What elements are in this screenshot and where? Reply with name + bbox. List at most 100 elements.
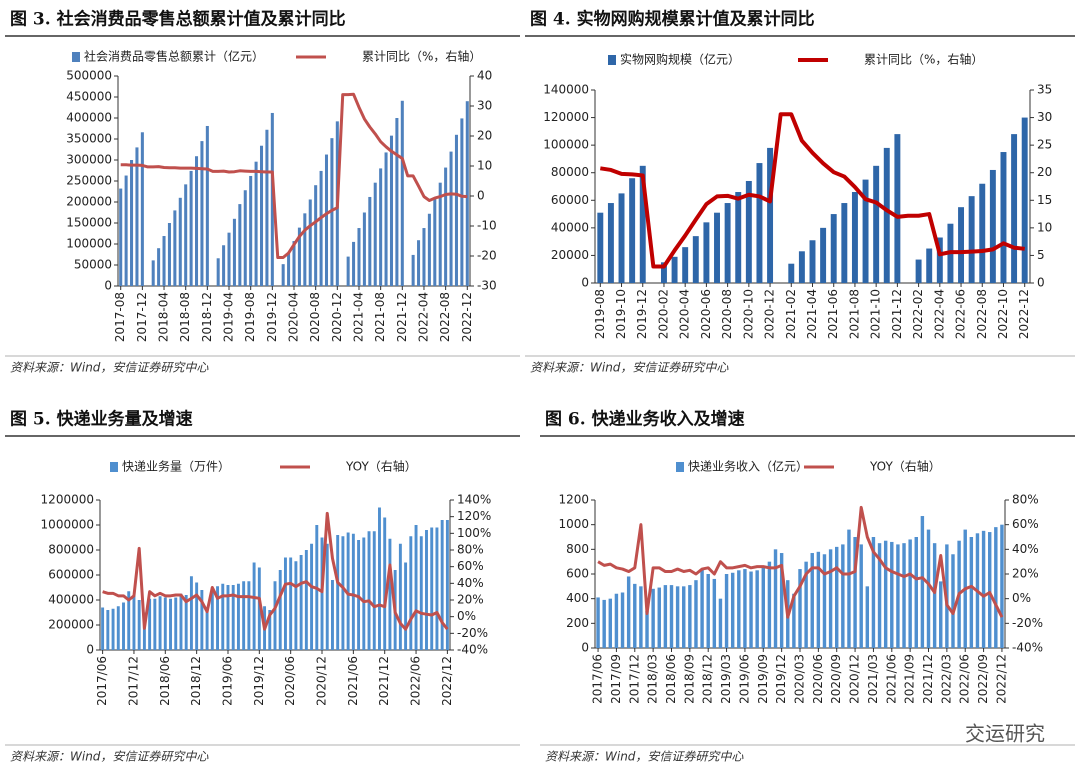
bar	[951, 554, 955, 648]
bar	[303, 213, 307, 286]
bar	[137, 600, 141, 650]
y2-tick-label: -20	[477, 249, 497, 263]
x-tick-label: 2021/03	[866, 654, 880, 704]
x-tick-label: 2021-08	[373, 292, 387, 342]
y2-tick-label: -30	[477, 279, 497, 293]
x-tick-label: 2020-12	[763, 289, 777, 339]
y-tick-label: 450000	[66, 90, 112, 104]
bar	[414, 525, 418, 650]
x-tick-label: 2017/06	[95, 656, 109, 706]
bar	[362, 537, 366, 650]
bar	[620, 592, 625, 648]
bar	[871, 537, 876, 648]
x-tick-label: 2017/12	[627, 654, 641, 704]
bar	[841, 203, 848, 283]
bar	[465, 101, 469, 286]
y2-tick-label: 20	[477, 129, 492, 143]
bar	[169, 598, 172, 650]
bar	[596, 597, 600, 648]
y-tick-label: 100000	[66, 237, 112, 251]
y-tick-label: 800	[566, 542, 589, 556]
bar	[210, 587, 214, 650]
bar	[718, 598, 723, 648]
x-tick-label: 2022-10	[996, 289, 1010, 339]
bar	[205, 608, 209, 650]
bar	[367, 531, 371, 650]
y2-tick-label: 0	[1037, 276, 1045, 290]
source-note: 资料来源：Wind，安信证券研究中心	[545, 750, 744, 764]
x-tick-label: 2019/12	[774, 654, 788, 704]
y2-tick-label: 20%	[457, 593, 484, 607]
x-tick-label: 2022-04	[932, 289, 946, 339]
x-tick-label: 2022-06	[954, 289, 968, 339]
x-tick-label: 2018/03	[646, 654, 660, 704]
legend-label: 社会消费品零售总额累计（亿元）	[84, 49, 264, 64]
x-tick-label: 2020/12	[848, 654, 862, 704]
bar	[384, 152, 388, 286]
bar	[283, 557, 287, 650]
bar	[383, 517, 387, 650]
y2-tick-label: -40%	[1012, 641, 1043, 655]
x-tick-label: 2020-04	[287, 292, 301, 342]
y2-tick-label: 120%	[457, 509, 491, 523]
bar	[331, 580, 334, 650]
x-tick-label: 2020/06	[283, 656, 297, 706]
y-tick-label: 400000	[66, 111, 112, 125]
bar	[270, 112, 274, 287]
bar	[908, 539, 912, 648]
bar	[158, 596, 162, 650]
x-tick-label: 2021-08	[847, 289, 861, 339]
x-tick-label: 2019-08	[243, 292, 257, 342]
bar	[130, 160, 134, 286]
bar	[958, 207, 965, 283]
bar	[792, 593, 796, 648]
bar	[767, 561, 772, 648]
x-tick-label: 2017-12	[135, 292, 149, 342]
x-tick-label: 2021-12	[395, 292, 409, 342]
bar	[926, 529, 931, 648]
bar	[174, 597, 178, 650]
y-tick-label: 0	[104, 279, 112, 293]
bar	[890, 541, 894, 648]
bar	[162, 236, 166, 286]
bar	[101, 607, 105, 650]
bar	[351, 533, 355, 650]
bar	[411, 254, 415, 286]
legend-swatch	[608, 55, 616, 65]
legend-swatch	[676, 462, 684, 472]
bar	[926, 248, 933, 283]
bar	[920, 516, 925, 648]
bar	[222, 245, 226, 286]
bar	[756, 163, 763, 283]
y-tick-label: 0	[86, 643, 94, 657]
bar	[231, 585, 235, 650]
x-tick-label: 2019-08	[593, 289, 607, 339]
legend-swatch	[110, 462, 118, 472]
bar	[835, 546, 839, 648]
x-tick-label: 2021/09	[903, 654, 917, 704]
x-tick-label: 2022-08	[975, 289, 989, 339]
bar	[259, 145, 264, 286]
bar	[1021, 117, 1028, 283]
bar	[660, 262, 667, 283]
x-tick-label: 2018/06	[664, 654, 678, 704]
bar	[221, 583, 225, 650]
legend-label: 累计同比（%，右轴）	[362, 49, 481, 64]
line-series	[599, 112, 1025, 269]
bar	[597, 212, 604, 283]
source-note: 资料来源：Wind，安信证券研究中心	[10, 750, 209, 764]
x-tick-label: 2020-06	[699, 289, 713, 339]
y2-tick-label: 15	[1037, 193, 1052, 207]
bar	[607, 203, 614, 283]
y-tick-label: 80000	[551, 165, 589, 179]
y2-tick-label: -10	[477, 219, 497, 233]
x-tick-label: 2022-12	[1017, 289, 1031, 339]
bar	[767, 147, 774, 283]
bar	[915, 259, 922, 283]
bar	[189, 170, 193, 286]
bar	[341, 536, 345, 650]
bar	[281, 264, 285, 286]
bar	[226, 585, 230, 650]
bar	[254, 161, 258, 286]
